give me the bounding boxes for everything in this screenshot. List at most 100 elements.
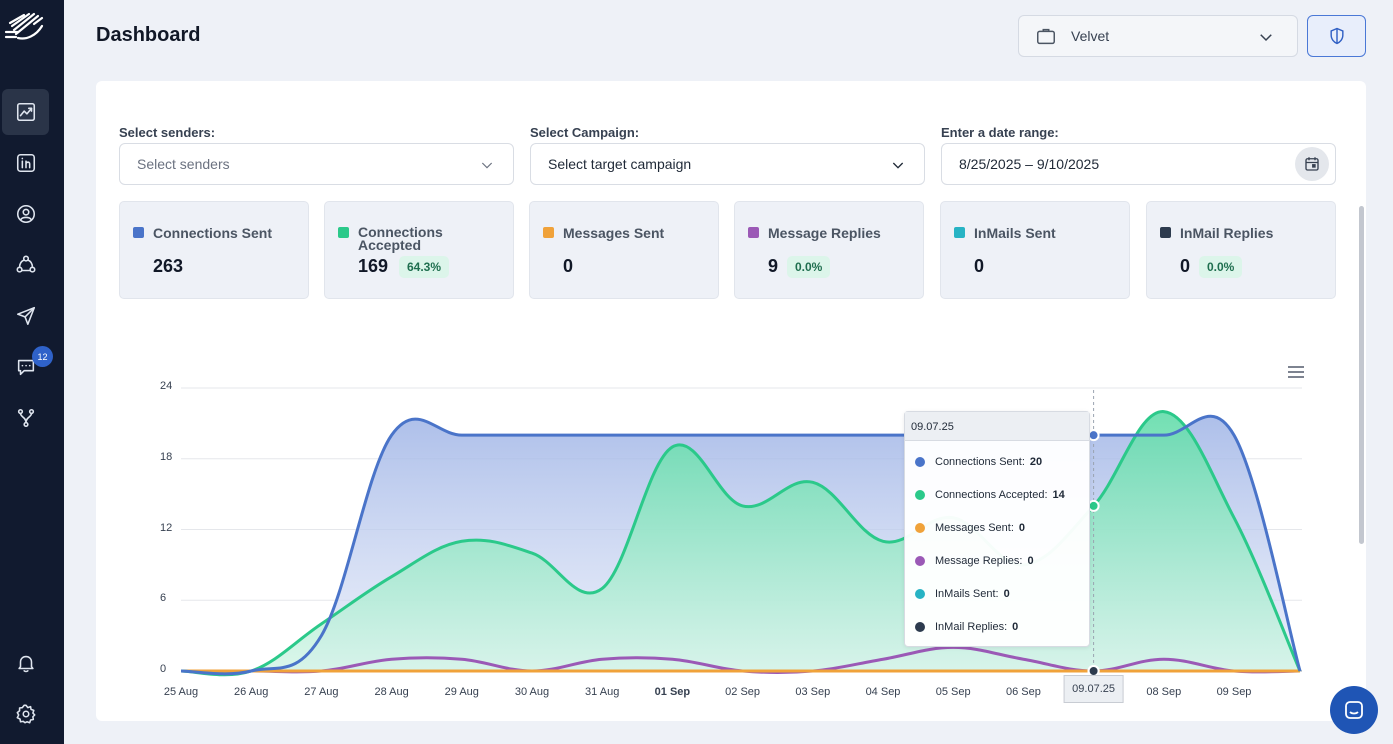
date-range-input[interactable]: 8/25/2025 – 9/10/2025 — [941, 143, 1336, 185]
x-tick-label: 29 Aug — [444, 686, 479, 698]
stat-label: Connections Accepted — [358, 224, 443, 253]
tooltip-label: Messages Sent: — [935, 522, 1014, 534]
support-chat-button[interactable] — [1330, 686, 1378, 734]
x-tick-label: 01 Sep — [654, 686, 691, 698]
tooltip-row: InMails Sent: 0 — [915, 588, 1010, 600]
stat-value: 0 — [974, 256, 985, 276]
stat-label: InMail Replies — [1180, 225, 1274, 241]
page-title: Dashboard — [96, 24, 201, 46]
campaign-select[interactable]: Select target campaign — [530, 143, 925, 185]
y-tick-label: 6 — [160, 592, 167, 605]
user-icon — [16, 204, 35, 224]
hand-logo-icon[interactable] — [4, 10, 48, 44]
y-tick-label: 12 — [160, 521, 173, 534]
x-tick-label: 05 Sep — [935, 686, 971, 698]
sidebar-item-linkedin[interactable] — [2, 140, 49, 186]
chart-icon — [16, 102, 35, 122]
calendar-icon — [1305, 157, 1319, 171]
tooltip-value: 0 — [1018, 522, 1025, 534]
tooltip-row: Messages Sent: 0 — [915, 522, 1025, 534]
senders-placeholder: Select senders — [137, 156, 230, 172]
x-tick-label: 02 Sep — [725, 686, 761, 698]
x-tick-label: 08 Sep — [1146, 686, 1182, 698]
series-dot — [915, 523, 925, 533]
stat-percent-badge: 64.3% — [399, 256, 450, 278]
stat-label: InMails Sent — [974, 225, 1056, 241]
x-tick-label: 27 Aug — [304, 686, 339, 698]
date-range-value: 8/25/2025 – 9/10/2025 — [959, 156, 1100, 172]
tooltip-label: InMails Sent: — [935, 588, 999, 600]
page-scrollbar[interactable] — [1359, 206, 1364, 544]
sidebar-item-settings[interactable] — [2, 691, 49, 737]
series-dot — [915, 622, 925, 632]
stat-percent-badge: 0.0% — [1199, 256, 1243, 278]
campaign-label: Select Campaign: — [530, 125, 640, 140]
chevron-down-icon — [892, 162, 904, 169]
organization-selector[interactable]: Velvet — [1018, 15, 1298, 57]
tooltip-date: 09.07.25 — [905, 412, 1089, 441]
stat-label: Connections Sent — [153, 225, 273, 241]
x-tick-label: 28 Aug — [374, 686, 409, 698]
x-tick-label: 25 Aug — [163, 686, 199, 698]
campaign-placeholder: Select target campaign — [548, 156, 692, 172]
tooltip-row: Connections Accepted: 14 — [915, 489, 1065, 501]
chart-menu-icon[interactable] — [1286, 365, 1306, 379]
stat-value: 9 — [768, 256, 779, 276]
senders-label: Select senders: — [119, 125, 216, 140]
stat-value: 169 — [358, 256, 389, 276]
stat-card-message-replies: Message Replies 9 0.0% — [734, 201, 924, 299]
stat-card-inmails-sent: InMails Sent 0 — [940, 201, 1130, 299]
series-color-swatch — [133, 227, 144, 238]
tooltip-row: InMail Replies: 0 — [915, 621, 1018, 633]
series-dot — [915, 490, 925, 500]
network-icon — [16, 255, 35, 273]
settings-icon — [16, 704, 35, 724]
sidebar: 12 — [0, 0, 64, 744]
security-button[interactable] — [1307, 15, 1366, 57]
stat-value: 0 — [563, 256, 574, 276]
chevron-down-icon — [481, 162, 493, 169]
senders-select[interactable]: Select senders — [119, 143, 514, 185]
bell-icon — [17, 655, 34, 673]
integrations-icon — [17, 408, 34, 428]
tooltip-row: Message Replies: 0 — [915, 555, 1034, 567]
tooltip-label: Message Replies: — [935, 555, 1023, 567]
series-color-swatch — [338, 227, 349, 238]
stat-card-inmail-replies: InMail Replies 0 0.0% — [1146, 201, 1336, 299]
tooltip-value: 14 — [1052, 489, 1065, 501]
stat-card-messages-sent: Messages Sent 0 — [529, 201, 719, 299]
y-tick-label: 0 — [160, 663, 167, 675]
x-tick-label: 06 Sep — [1005, 686, 1041, 698]
sidebar-item-campaigns[interactable] — [2, 293, 49, 339]
series-color-swatch — [748, 227, 759, 238]
date-range-label: Enter a date range: — [941, 125, 1059, 140]
stat-label: Message Replies — [768, 225, 881, 241]
linkedin-icon — [16, 153, 35, 173]
calendar-button[interactable] — [1295, 147, 1329, 181]
stat-label: Messages Sent — [563, 225, 665, 241]
stat-card-connections-accepted: Connections Accepted 169 64.3% — [324, 201, 514, 299]
organization-name: Velvet — [1071, 28, 1110, 44]
stat-card-connections-sent: Connections Sent 263 — [119, 201, 309, 299]
series-color-swatch — [1160, 227, 1171, 238]
series-dot — [915, 457, 925, 467]
y-tick-label: 18 — [160, 450, 173, 463]
tooltip-label: InMail Replies: — [935, 621, 1008, 633]
tooltip-value: 0 — [1027, 555, 1034, 567]
x-tick-label: 09 Sep — [1216, 686, 1252, 698]
shield-icon — [1329, 27, 1344, 45]
tooltip-label: Connections Accepted: — [935, 489, 1048, 501]
stat-value: 0 — [1180, 256, 1191, 276]
sidebar-item-notifications[interactable] — [2, 640, 49, 686]
send-icon — [16, 306, 35, 326]
sidebar-item-messages[interactable]: 12 — [2, 344, 53, 390]
sidebar-item-analytics[interactable] — [2, 89, 49, 135]
briefcase-icon — [1037, 28, 1055, 45]
x-tick-label: 04 Sep — [865, 686, 901, 698]
tooltip-label: Connections Sent: — [935, 456, 1025, 468]
dashboard-card: Select senders: Select senders Select Ca… — [96, 81, 1366, 721]
tooltip-value: 20 — [1029, 456, 1043, 468]
sidebar-item-integrations[interactable] — [2, 395, 49, 441]
sidebar-item-network[interactable] — [2, 242, 49, 288]
sidebar-item-profile[interactable] — [2, 191, 49, 237]
